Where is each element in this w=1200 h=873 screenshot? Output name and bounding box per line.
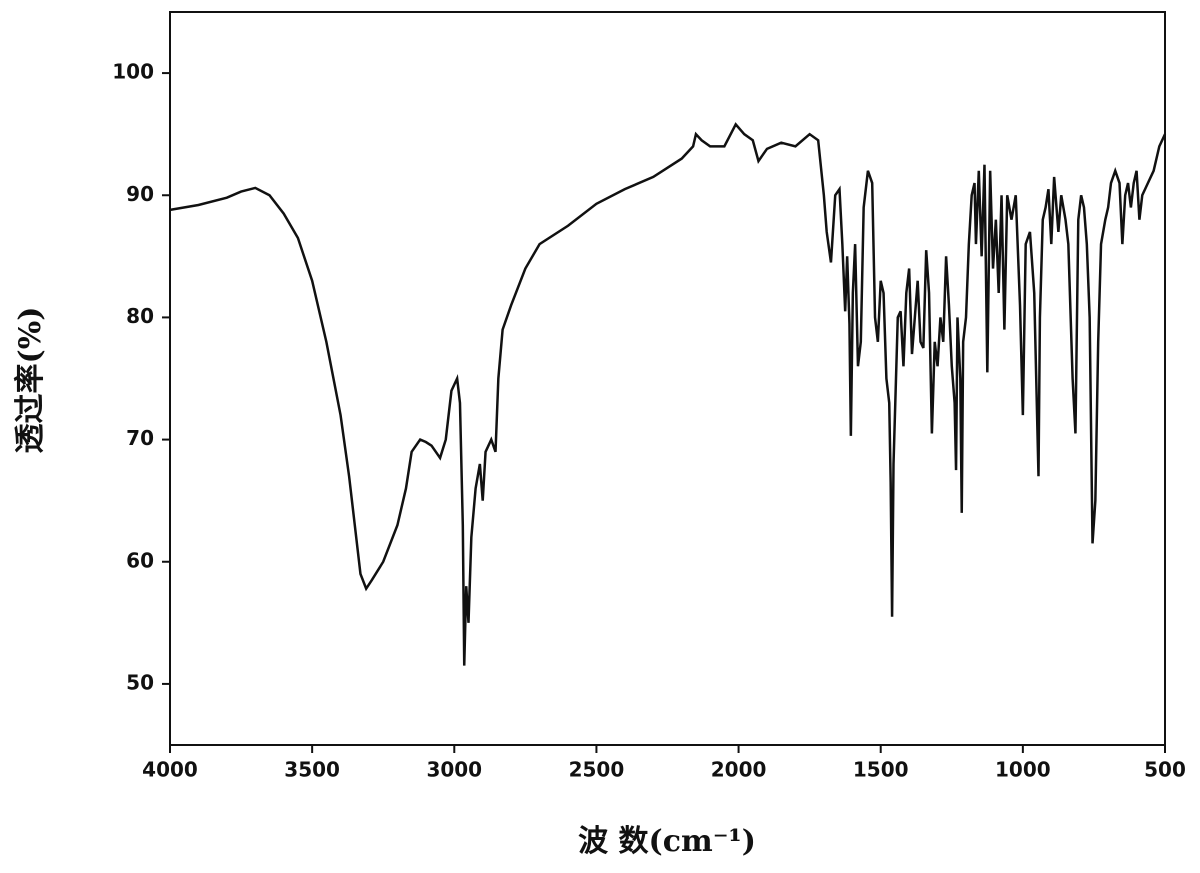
x-tick-label: 2000	[711, 758, 767, 782]
x-axis-title: 波 数(cm⁻¹)	[578, 824, 756, 859]
plot-frame	[169, 11, 1166, 746]
y-tick-label: 80	[126, 304, 154, 328]
y-tick-label: 70	[126, 426, 154, 450]
spectrum-line	[169, 122, 1167, 666]
y-tick-label: 100	[112, 60, 154, 84]
x-tick-label: 3500	[284, 758, 340, 782]
x-tick-label: 2500	[569, 758, 625, 782]
x-tick-label: 500	[1144, 758, 1186, 782]
x-tick-label: 1000	[995, 758, 1051, 782]
y-tick-label: 90	[126, 182, 154, 206]
y-tick-label: 60	[126, 548, 154, 572]
y-tick-label: 50	[126, 670, 154, 694]
x-tick-label: 3000	[426, 758, 482, 782]
y-axis-title: 透过率(%)	[13, 307, 48, 454]
x-tick-label: 4000	[142, 758, 198, 782]
x-tick-label: 1500	[853, 758, 909, 782]
